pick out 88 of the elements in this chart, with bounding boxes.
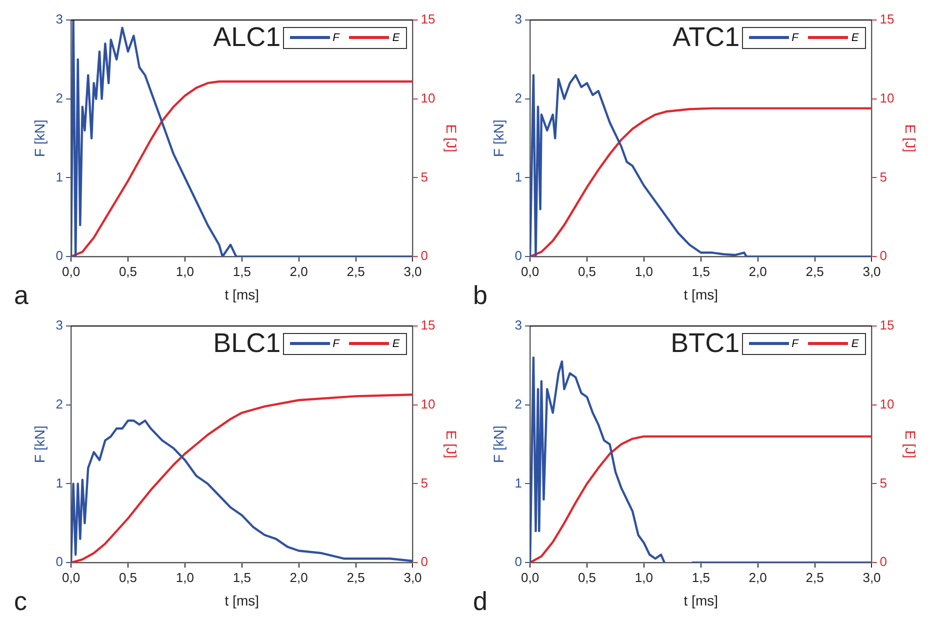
y-axis-title: F [kN] (31, 120, 48, 157)
y-tick-label: 0 (56, 554, 64, 570)
text: b (473, 280, 488, 310)
y-axis-title: F [kN] (490, 120, 506, 157)
x-tick-label: 0,0 (62, 264, 80, 279)
x-axis-title: t [ms] (224, 592, 259, 608)
legend-label: E (851, 338, 859, 350)
chart-title: BTC1 (670, 328, 740, 358)
y2-tick-label: 0 (880, 248, 887, 264)
y2-axis-title: E [J] (444, 124, 460, 152)
y-tick-label: 1 (56, 169, 64, 184)
text: a (14, 280, 28, 310)
legend-label: F (332, 32, 340, 44)
x-tick-label: 3,0 (404, 570, 422, 585)
x-axis-title: t [ms] (684, 286, 718, 302)
y2-axis-title: E [J] (902, 430, 919, 458)
legend-label: E (392, 338, 400, 350)
x-tick-label: 2,0 (290, 570, 308, 585)
x-tick-label: 1,5 (692, 570, 710, 585)
x-tick-label: 2,0 (290, 264, 308, 279)
y-tick-label: 3 (514, 318, 522, 333)
chart-title: ATC1 (672, 22, 740, 52)
y2-tick-label: 15 (420, 12, 436, 27)
y-tick-label: 3 (56, 318, 64, 333)
legend-label: F (332, 338, 340, 350)
y-tick-label: 0 (514, 554, 522, 570)
x-tick-label: 2,0 (748, 264, 767, 279)
chart-title: ALC1 (213, 22, 281, 52)
x-tick-label: 1,5 (232, 264, 251, 279)
x-tick-label: 0,0 (520, 264, 540, 279)
y-tick-label: 2 (56, 90, 64, 106)
y-tick-label: 2 (514, 90, 522, 106)
legend-label: F (792, 32, 798, 44)
y2-tick-label: 15 (420, 318, 436, 333)
y-tick-label: 1 (514, 169, 522, 184)
y-tick-label: 0 (514, 248, 522, 264)
x-axis-title: t [ms] (224, 286, 259, 302)
y2-tick-label: 0 (880, 554, 887, 570)
x-tick-label: 0,5 (118, 264, 138, 279)
y2-tick-label: 5 (420, 169, 428, 184)
y-tick-label: 2 (56, 396, 64, 412)
x-tick-label: 0,5 (578, 264, 596, 279)
y2-tick-label: 15 (880, 318, 894, 333)
y-tick-label: 2 (514, 396, 522, 412)
y2-tick-label: 15 (880, 12, 894, 27)
y-tick-label: 3 (56, 12, 64, 27)
x-tick-label: 2,0 (748, 570, 767, 585)
chart-title: BLC1 (213, 328, 281, 358)
y-tick-label: 3 (514, 12, 522, 27)
y2-axis-title: E [J] (902, 124, 919, 152)
text: d (473, 586, 488, 616)
x-tick-label: 2,5 (806, 264, 824, 279)
x-tick-label: 2,5 (346, 264, 365, 279)
y2-tick-label: 0 (420, 554, 428, 570)
x-tick-label: 3,0 (862, 570, 881, 585)
x-tick-label: 3,0 (404, 264, 422, 279)
legend-label: F (792, 338, 798, 350)
x-tick-label: 1,5 (692, 264, 710, 279)
x-tick-label: 2,5 (346, 570, 365, 585)
y2-tick-label: 0 (420, 248, 428, 264)
x-tick-label: 1,5 (232, 570, 251, 585)
x-tick-label: 1,0 (634, 264, 653, 279)
x-tick-label: 0,0 (520, 570, 540, 585)
y2-tick-label: 10 (420, 396, 436, 412)
y-tick-label: 0 (56, 248, 64, 264)
legend-label: E (851, 32, 859, 44)
x-tick-label: 2,5 (806, 570, 824, 585)
x-tick-label: 0,5 (578, 570, 596, 585)
y2-tick-label: 10 (880, 396, 894, 412)
y2-tick-label: 10 (880, 90, 894, 106)
y2-tick-label: 5 (880, 475, 887, 490)
x-tick-label: 0,0 (62, 570, 80, 585)
y2-axis-title: E [J] (444, 430, 460, 458)
text: c (14, 586, 27, 616)
y2-tick-label: 10 (420, 90, 436, 106)
y-tick-label: 1 (56, 475, 64, 490)
y2-tick-label: 5 (420, 475, 428, 490)
y-tick-label: 1 (514, 475, 522, 490)
x-tick-label: 1,0 (176, 570, 194, 585)
x-tick-label: 0,5 (118, 570, 138, 585)
y-axis-title: F [kN] (490, 426, 506, 463)
legend-label: E (392, 32, 400, 44)
x-axis-title: t [ms] (684, 592, 718, 608)
x-tick-label: 1,0 (634, 570, 653, 585)
x-tick-label: 3,0 (862, 264, 881, 279)
y2-tick-label: 5 (880, 169, 887, 184)
x-tick-label: 1,0 (176, 264, 194, 279)
y-axis-title: F [kN] (31, 426, 48, 463)
